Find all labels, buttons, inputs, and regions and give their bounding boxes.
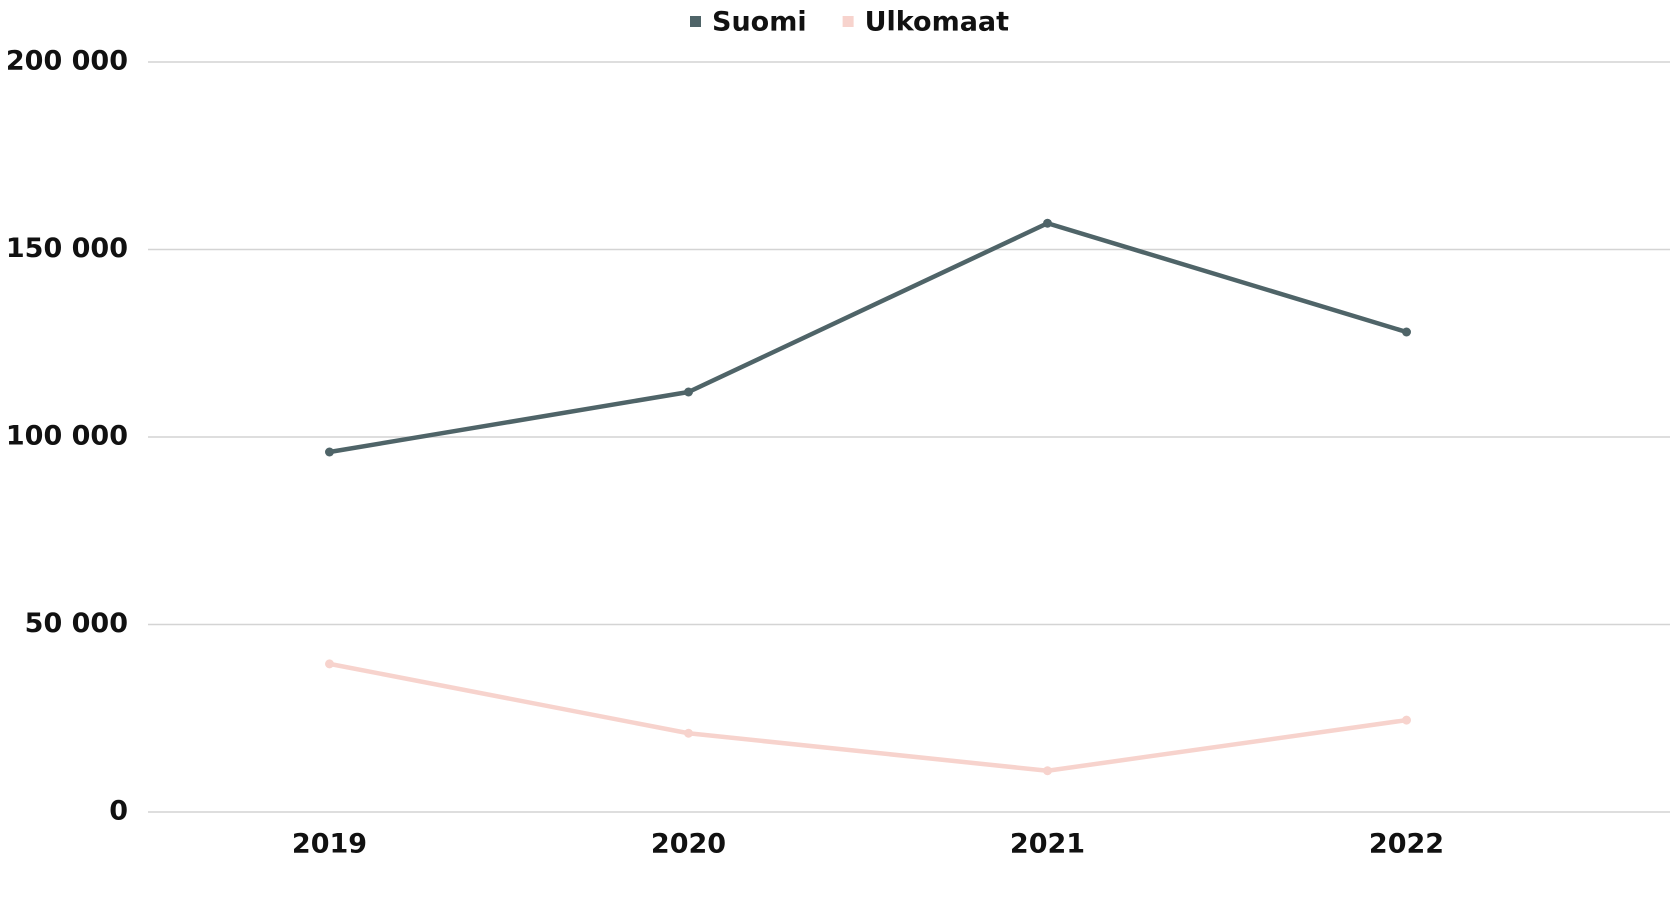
x-tick-label: 2022 — [1369, 829, 1444, 860]
y-tick-label: 100 000 — [6, 421, 128, 452]
legend-label: Suomi — [712, 7, 807, 38]
point — [1043, 766, 1052, 776]
x-tick-label: 2020 — [651, 829, 726, 860]
point — [325, 659, 334, 669]
y-tick-label: 150 000 — [6, 233, 128, 264]
y-tick-label: 50 000 — [25, 608, 128, 639]
line — [329, 221, 1408, 455]
point — [684, 387, 693, 397]
point — [684, 728, 693, 738]
legend-swatch — [690, 16, 701, 27]
point — [1402, 327, 1411, 337]
legend-swatch — [842, 16, 854, 27]
x-tick-label: 2019 — [292, 829, 367, 860]
point — [325, 447, 334, 457]
line — [329, 661, 1407, 773]
point — [1043, 218, 1052, 228]
point — [1402, 715, 1411, 725]
y-tick-label: 0 — [109, 796, 128, 827]
y-tick-label: 200 000 — [6, 46, 128, 77]
x-tick-label: 2021 — [1010, 829, 1085, 860]
legend-label: Ulkomaat — [865, 7, 1010, 38]
